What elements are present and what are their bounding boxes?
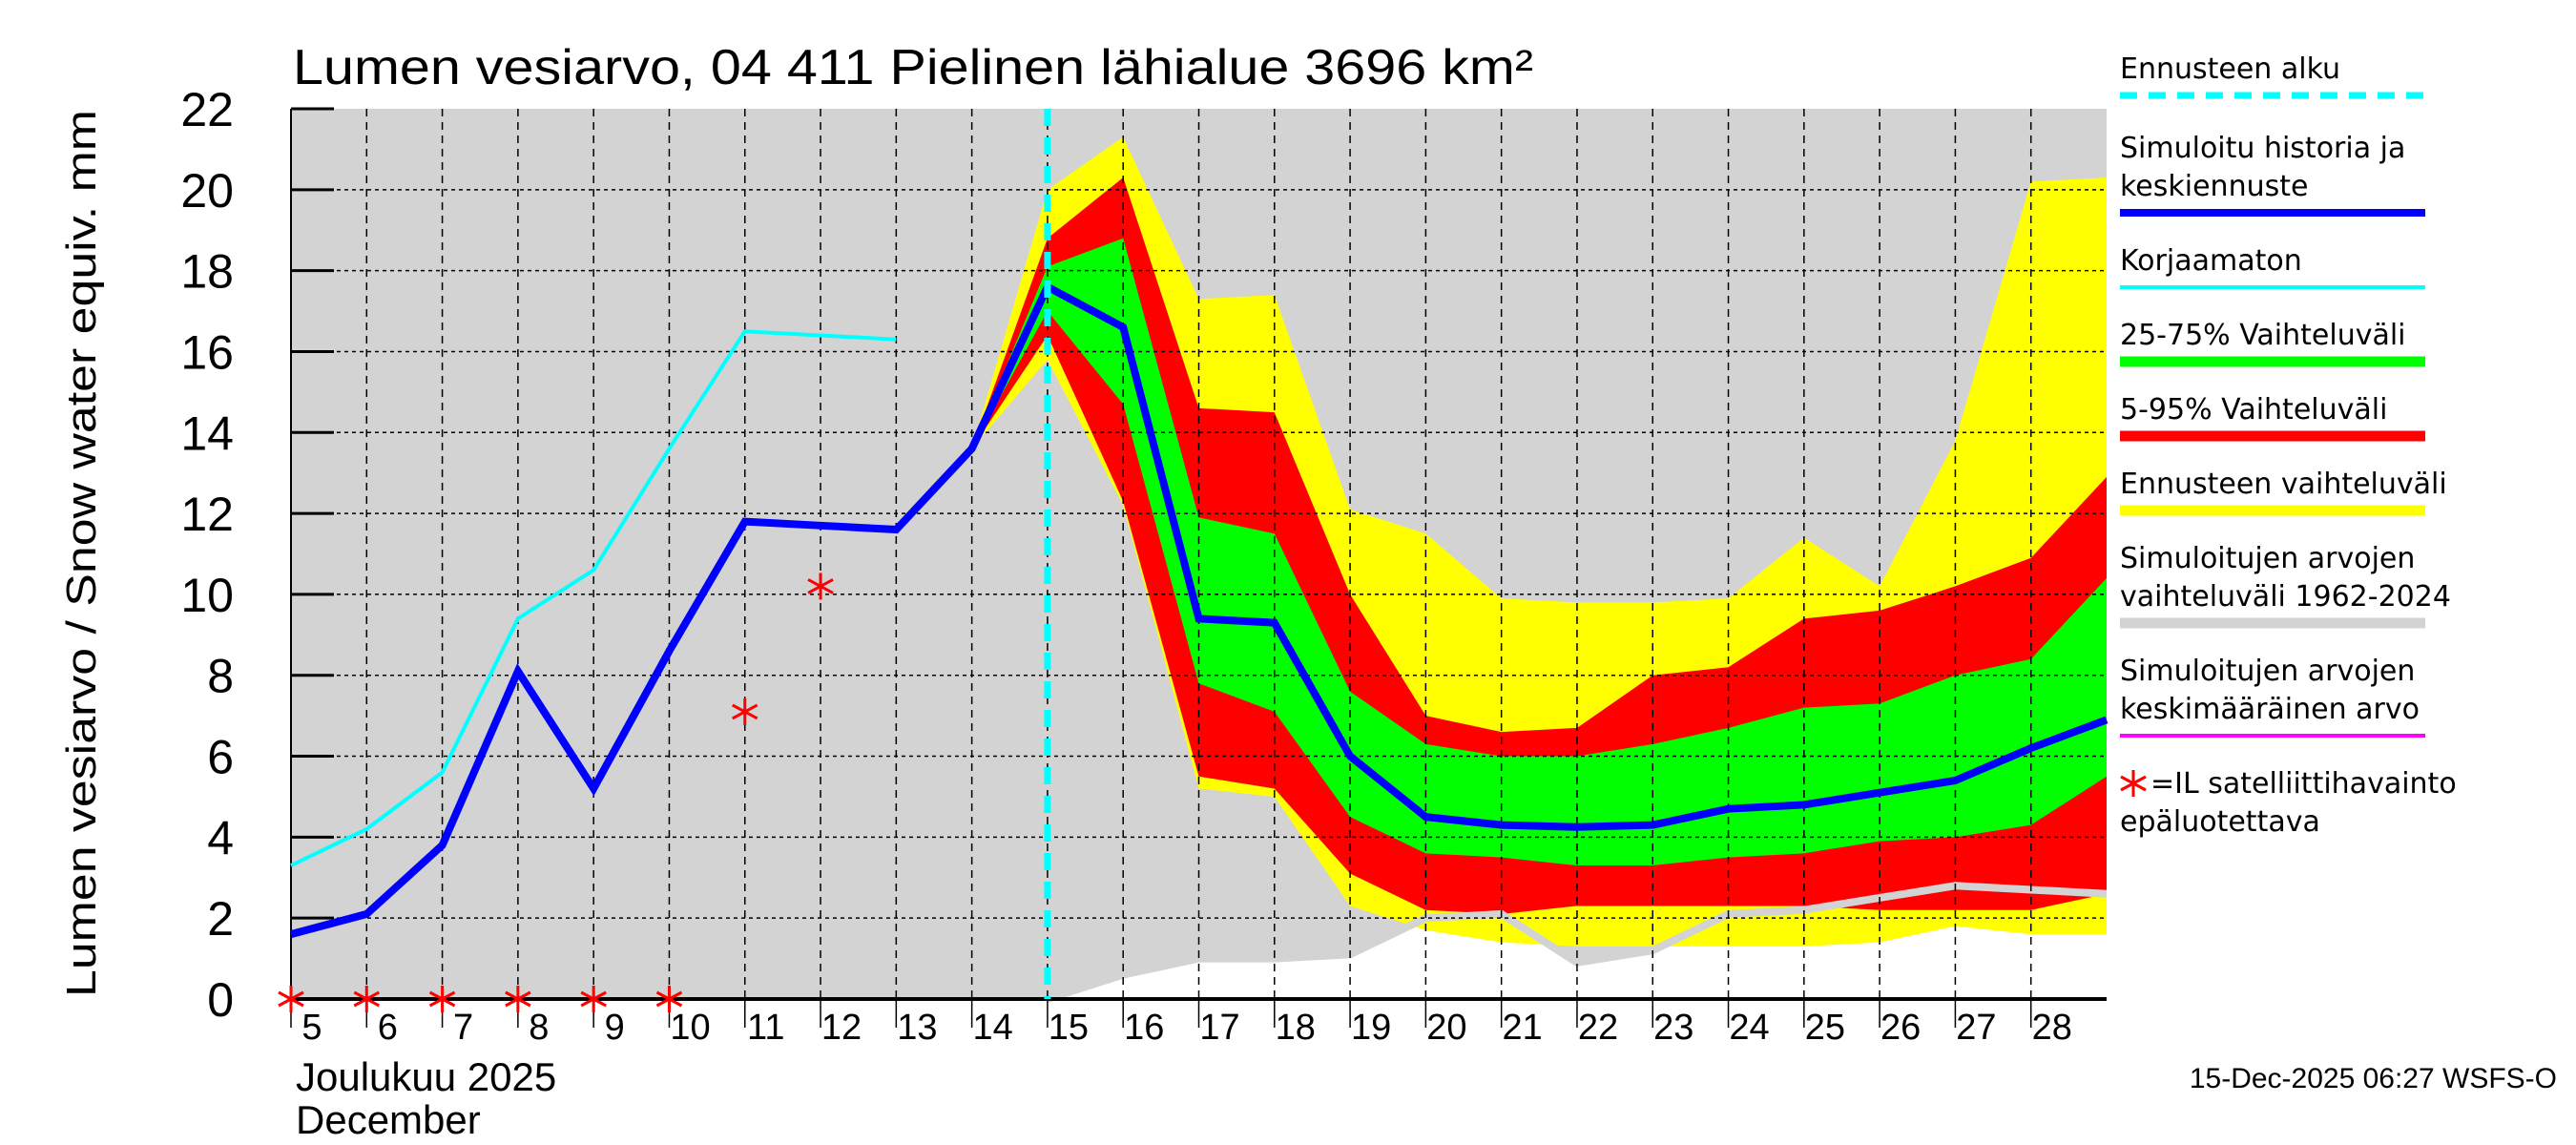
satellite-observation-marker <box>353 986 381 1012</box>
x-tick-label: 28 <box>2032 1008 2072 1048</box>
star-stroke <box>655 990 683 1008</box>
x-tick-label: 22 <box>1578 1008 1618 1048</box>
legend-star-icon <box>2120 770 2147 797</box>
star-stroke <box>580 990 607 1008</box>
x-tick-label: 17 <box>1199 1008 1239 1048</box>
satellite-observation-marker <box>732 697 758 725</box>
legend-item: Ennusteen vaihteluväli <box>2120 468 2447 516</box>
p25-75-band <box>971 238 2107 866</box>
satellite-observation-marker <box>580 986 607 1012</box>
y-tick-label: 8 <box>207 650 234 703</box>
star-stroke <box>353 990 381 1008</box>
x-tick-label: 27 <box>1956 1008 1996 1048</box>
y-tick-label: 20 <box>180 164 234 218</box>
star-stroke <box>505 990 531 1008</box>
x-axis-label-en: December <box>296 1097 481 1142</box>
legend-label: Simuloitujen arvojen <box>2120 655 2415 688</box>
history-min-line <box>1046 882 2108 1003</box>
x-tick-label: 16 <box>1124 1008 1164 1048</box>
legend-label: Simuloitujen arvojen <box>2120 542 2415 575</box>
satellite-observation-marker <box>505 986 531 1012</box>
y-tick-label: 0 <box>207 973 234 1027</box>
y-tick-label: 16 <box>180 325 234 379</box>
legend-item: 5-95% Vaihteluväli <box>2120 393 2425 442</box>
legend-item: Simuloitujen arvojen vaihteluväli 1962-20… <box>2120 542 2451 629</box>
y-tick-label: 10 <box>180 569 234 622</box>
satellite-observation-marker <box>428 986 456 1012</box>
x-tick-label: 23 <box>1653 1008 1693 1048</box>
x-tick-label: 20 <box>1426 1008 1466 1048</box>
legend-item: Korjaamaton <box>2120 244 2425 289</box>
x-tick-label: 5 <box>301 1008 322 1048</box>
star-stroke <box>732 703 758 720</box>
chart-title: Lumen vesiarvo, 04 411 Pielinen lähialue… <box>293 40 1533 95</box>
x-tick-label: 24 <box>1729 1008 1769 1048</box>
y-tick-label: 12 <box>180 488 234 541</box>
legend-label: Korjaamaton <box>2120 244 2302 278</box>
legend-label-2: vaihteluväli 1962-2024 <box>2120 580 2451 614</box>
x-tick-label: 26 <box>1880 1008 1921 1048</box>
y-tick-label: 14 <box>180 406 234 460</box>
y-tick-label: 18 <box>180 245 234 299</box>
x-tick-label: 13 <box>897 1008 937 1048</box>
x-tick-label: 6 <box>378 1008 398 1048</box>
legend-label: Ennusteen vaihteluväli <box>2120 468 2447 501</box>
star-stroke <box>807 578 834 594</box>
legend-label: 25-75% Vaihteluväli <box>2120 319 2406 352</box>
star-stroke <box>428 990 456 1008</box>
y-tick-label: 22 <box>180 83 234 136</box>
y-axis-label: Lumen vesiarvo / Snow water equiv. mm <box>58 110 105 997</box>
footer-timestamp: 15-Dec-2025 06:27 WSFS-O <box>2190 1063 2557 1094</box>
satellite-observation-marker <box>655 986 683 1012</box>
satellite-observation-marker <box>278 986 304 1012</box>
legend-label: Simuloitu historia ja <box>2120 132 2405 165</box>
x-tick-label: 15 <box>1049 1008 1089 1048</box>
satellite-observation-marker <box>807 572 834 600</box>
x-tick-label: 9 <box>605 1008 625 1048</box>
simulated-line <box>289 281 2109 939</box>
legend-item: Simuloitujen arvojen keskimääräinen arvo <box>2120 655 2425 738</box>
y-tick-label: 6 <box>207 731 234 784</box>
x-tick-label: 8 <box>529 1008 549 1048</box>
star-stroke <box>2120 775 2147 792</box>
legend-item: Ennusteen alku <box>2120 52 2425 99</box>
uncorrected-line <box>290 329 897 867</box>
x-tick-label: 11 <box>747 1008 784 1048</box>
legend-item: =IL satelliittihavainto epäluotettava <box>2120 767 2457 839</box>
x-tick-label: 25 <box>1805 1008 1845 1048</box>
legend-label-2: epäluotettava <box>2120 805 2320 839</box>
x-tick-label: 21 <box>1503 1008 1543 1048</box>
legend-item: 25-75% Vaihteluväli <box>2120 319 2425 367</box>
x-axis-label-fi: Joulukuu 2025 <box>296 1054 556 1099</box>
legend-item: Simuloitu historia ja keskiennuste <box>2120 132 2425 217</box>
y-tick-label: 4 <box>207 811 234 864</box>
x-tick-label: 18 <box>1276 1008 1316 1048</box>
x-tick-label: 12 <box>821 1008 862 1048</box>
legend-label: Ennusteen alku <box>2120 52 2340 86</box>
x-tick-label: 7 <box>453 1008 473 1048</box>
legend-label-2: keskimääräinen arvo <box>2120 693 2420 726</box>
x-tick-label: 10 <box>670 1008 710 1048</box>
x-tick-label: 19 <box>1351 1008 1391 1048</box>
star-stroke <box>278 990 304 1008</box>
legend-label: 5-95% Vaihteluväli <box>2120 393 2387 427</box>
y-tick-label: 2 <box>207 892 234 946</box>
x-tick-label: 14 <box>972 1008 1012 1048</box>
legend-label-2: keskiennuste <box>2120 170 2308 203</box>
legend-label: =IL satelliittihavainto <box>2150 767 2457 801</box>
